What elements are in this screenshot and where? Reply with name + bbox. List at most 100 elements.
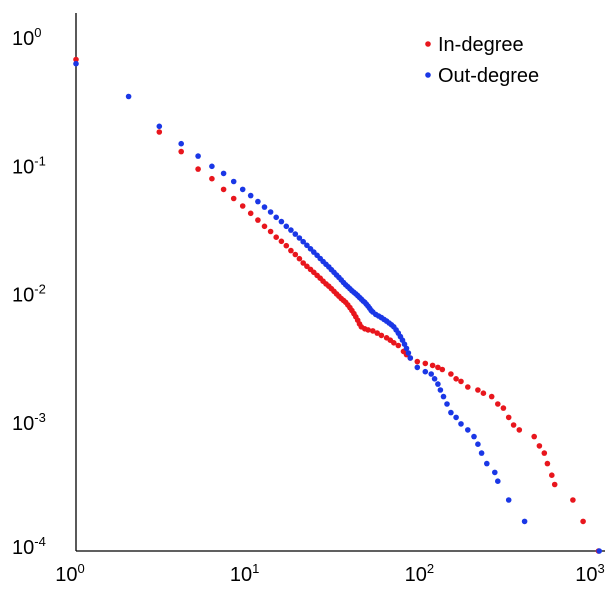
- data-point: [395, 342, 402, 349]
- data-point: [541, 450, 548, 456]
- data-point: [437, 387, 444, 393]
- data-point: [495, 478, 501, 485]
- data-point: [551, 481, 558, 488]
- data-point: [267, 209, 274, 215]
- data-point: [478, 450, 485, 456]
- data-point: [255, 198, 261, 205]
- data-point: [267, 228, 274, 235]
- data-point: [495, 401, 501, 407]
- data-point: [156, 129, 163, 135]
- series-out-degree: [73, 60, 602, 554]
- data-point: [570, 497, 576, 503]
- x-tick-base: 10: [405, 564, 427, 586]
- data-point: [405, 350, 412, 356]
- data-point: [278, 238, 285, 245]
- legend-label: In-degree: [438, 34, 524, 56]
- data-point: [261, 223, 268, 230]
- data-point: [492, 469, 498, 476]
- x-tick-exponent: 0: [78, 561, 85, 576]
- data-point: [370, 328, 376, 334]
- x-tick-label: 103: [575, 561, 604, 586]
- y-tick-label: 10-4: [12, 534, 46, 559]
- axes: [75, 13, 605, 552]
- data-point: [531, 433, 537, 440]
- data-point: [448, 371, 454, 377]
- data-point: [544, 460, 551, 467]
- data-point: [292, 251, 299, 258]
- data-point: [465, 427, 471, 433]
- legend: In-degree Out-degree: [425, 34, 539, 87]
- data-point: [407, 355, 414, 361]
- data-point: [239, 203, 246, 209]
- data-point: [247, 192, 254, 199]
- data-point: [300, 238, 307, 245]
- data-point: [465, 384, 471, 390]
- data-point: [505, 414, 512, 421]
- x-tick-labels: 100 101 102 103: [55, 561, 604, 586]
- data-point: [195, 153, 201, 159]
- data-point: [458, 378, 464, 385]
- data-point: [500, 405, 507, 411]
- data-point: [403, 345, 410, 352]
- data-point: [596, 548, 602, 554]
- data-point: [475, 441, 481, 448]
- legend-marker: [425, 72, 431, 78]
- data-point: [448, 409, 454, 416]
- series-layer: [73, 56, 602, 554]
- data-point: [273, 234, 280, 240]
- data-point: [283, 223, 290, 230]
- data-point: [220, 186, 227, 193]
- x-tick-base: 10: [575, 564, 597, 586]
- data-point: [475, 387, 481, 393]
- data-point: [365, 327, 371, 333]
- x-tick-label: 102: [405, 561, 434, 586]
- data-point: [239, 186, 246, 193]
- legend-label: Out-degree: [438, 65, 539, 87]
- y-tick-exponent: 0: [34, 25, 41, 40]
- data-point: [73, 56, 79, 63]
- data-point: [296, 235, 303, 241]
- data-point: [549, 472, 555, 479]
- data-point: [414, 364, 421, 371]
- data-point: [255, 217, 261, 223]
- data-point: [435, 364, 441, 371]
- y-tick-base: 10: [12, 537, 34, 559]
- series-in-degree: [73, 56, 602, 554]
- data-point: [209, 175, 215, 182]
- data-point: [73, 60, 79, 67]
- data-point: [510, 422, 517, 428]
- data-point: [480, 390, 487, 397]
- data-point: [444, 401, 450, 407]
- y-tick-base: 10: [12, 413, 34, 435]
- data-point: [283, 242, 290, 249]
- x-tick-base: 10: [230, 564, 252, 586]
- data-point: [300, 260, 307, 266]
- y-tick-exponent: -2: [34, 282, 46, 297]
- y-tick-exponent: -4: [34, 534, 46, 549]
- x-tick-exponent: 2: [427, 561, 434, 576]
- data-point: [431, 376, 438, 382]
- legend-marker: [425, 41, 431, 47]
- y-tick-base: 10: [12, 28, 34, 50]
- data-point: [156, 123, 163, 130]
- y-tick-base: 10: [12, 156, 34, 178]
- data-point: [435, 381, 441, 387]
- data-point: [401, 341, 408, 348]
- data-point: [273, 214, 280, 221]
- data-point: [296, 255, 303, 262]
- x-tick-exponent: 3: [598, 561, 605, 576]
- data-point: [288, 247, 294, 254]
- data-point: [209, 163, 215, 170]
- data-point: [422, 360, 429, 367]
- data-point: [428, 371, 435, 377]
- data-point: [458, 421, 464, 427]
- data-point: [247, 210, 254, 217]
- data-point: [304, 242, 310, 249]
- data-point: [429, 362, 436, 369]
- data-point: [378, 332, 385, 339]
- data-point: [516, 427, 523, 433]
- data-point: [261, 204, 268, 210]
- y-tick-exponent: -1: [34, 153, 46, 168]
